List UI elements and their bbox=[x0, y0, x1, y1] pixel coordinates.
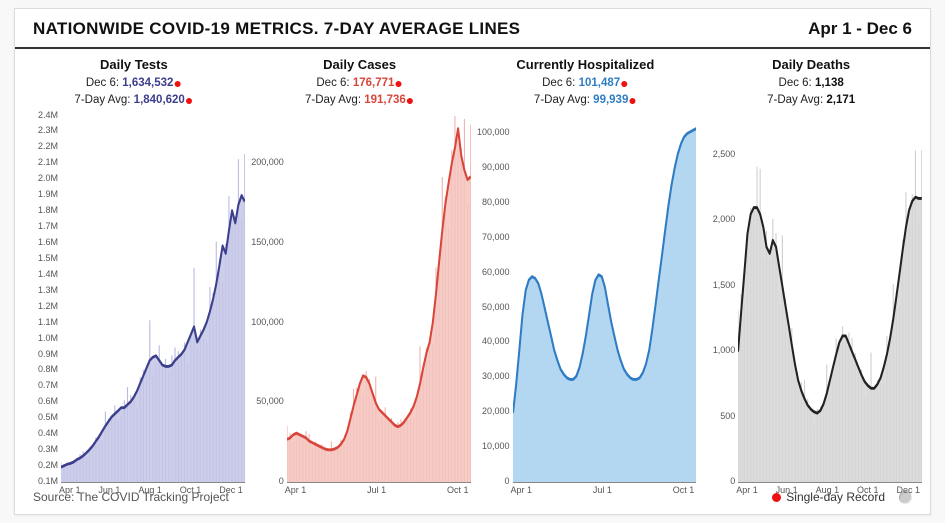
avg-value: 7-Day Avg: 1,840,620● bbox=[23, 92, 245, 109]
panel-head: Daily Cases Dec 6: 176,771●7-Day Avg: 191… bbox=[249, 53, 471, 116]
chart: 100,00090,00080,00070,00060,00050,00040,… bbox=[475, 116, 697, 483]
plot: Apr 1Jun 1Aug 1Oct 1Dec 1 bbox=[738, 116, 922, 483]
x-axis: Apr 1Jun 1Aug 1Oct 1Dec 1 bbox=[61, 482, 245, 495]
current-value: Dec 6: 1,634,532● bbox=[23, 75, 245, 92]
panel-head: Daily Tests Dec 6: 1,634,532●7-Day Avg: 1… bbox=[23, 53, 245, 116]
panel-title: Daily Cases bbox=[249, 57, 471, 72]
panel-head: Currently Hospitalized Dec 6: 101,487●7-D… bbox=[475, 53, 697, 116]
header-date-range: Apr 1 - Dec 6 bbox=[808, 19, 912, 39]
panel-tests: Daily Tests Dec 6: 1,634,532●7-Day Avg: 1… bbox=[23, 53, 245, 482]
panel-title: Currently Hospitalized bbox=[475, 57, 697, 72]
current-value: Dec 6: 1,138 bbox=[700, 75, 922, 92]
x-axis: Apr 1Jul 1Oct 1 bbox=[513, 482, 697, 495]
panel-title: Daily Tests bbox=[23, 57, 245, 72]
panels-row: Daily Tests Dec 6: 1,634,532●7-Day Avg: 1… bbox=[15, 49, 930, 482]
dashboard-frame: NATIONWIDE COVID-19 METRICS. 7-DAY AVERA… bbox=[14, 8, 931, 515]
panel-deaths: Daily Deaths Dec 6: 1,1387-Day Avg: 2,171… bbox=[700, 53, 922, 482]
panel-hosp: Currently Hospitalized Dec 6: 101,487●7-D… bbox=[475, 53, 697, 482]
x-axis: Apr 1Jun 1Aug 1Oct 1Dec 1 bbox=[738, 482, 922, 495]
panel-head: Daily Deaths Dec 6: 1,1387-Day Avg: 2,171 bbox=[700, 53, 922, 116]
y-axis: 100,00090,00080,00070,00060,00050,00040,… bbox=[475, 116, 513, 483]
y-axis: 2,5002,0001,5001,0005000 bbox=[700, 116, 738, 483]
avg-value: 7-Day Avg: 191,736● bbox=[249, 92, 471, 109]
avg-value: 7-Day Avg: 2,171 bbox=[700, 92, 922, 109]
header: NATIONWIDE COVID-19 METRICS. 7-DAY AVERA… bbox=[15, 9, 930, 49]
current-value: Dec 6: 101,487● bbox=[475, 75, 697, 92]
avg-value: 7-Day Avg: 99,939● bbox=[475, 92, 697, 109]
panel-title: Daily Deaths bbox=[700, 57, 922, 72]
chart: 200,000150,000100,00050,0000Apr 1Jul 1Oc… bbox=[249, 116, 471, 483]
y-axis: 2.4M2.3M2.2M2.1M2.0M1.9M1.8M1.7M1.6M1.5M… bbox=[23, 116, 61, 483]
current-value: Dec 6: 176,771● bbox=[249, 75, 471, 92]
y-axis: 200,000150,000100,00050,0000 bbox=[249, 116, 287, 483]
plot: Apr 1Jul 1Oct 1 bbox=[287, 116, 471, 483]
plot: Apr 1Jul 1Oct 1 bbox=[513, 116, 697, 483]
chart: 2,5002,0001,5001,0005000Apr 1Jun 1Aug 1O… bbox=[700, 116, 922, 483]
chart: 2.4M2.3M2.2M2.1M2.0M1.9M1.8M1.7M1.6M1.5M… bbox=[23, 116, 245, 483]
panel-cases: Daily Cases Dec 6: 176,771●7-Day Avg: 191… bbox=[249, 53, 471, 482]
header-title: NATIONWIDE COVID-19 METRICS. 7-DAY AVERA… bbox=[33, 19, 520, 39]
x-axis: Apr 1Jul 1Oct 1 bbox=[287, 482, 471, 495]
plot: Apr 1Jun 1Aug 1Oct 1Dec 1 bbox=[61, 116, 245, 483]
